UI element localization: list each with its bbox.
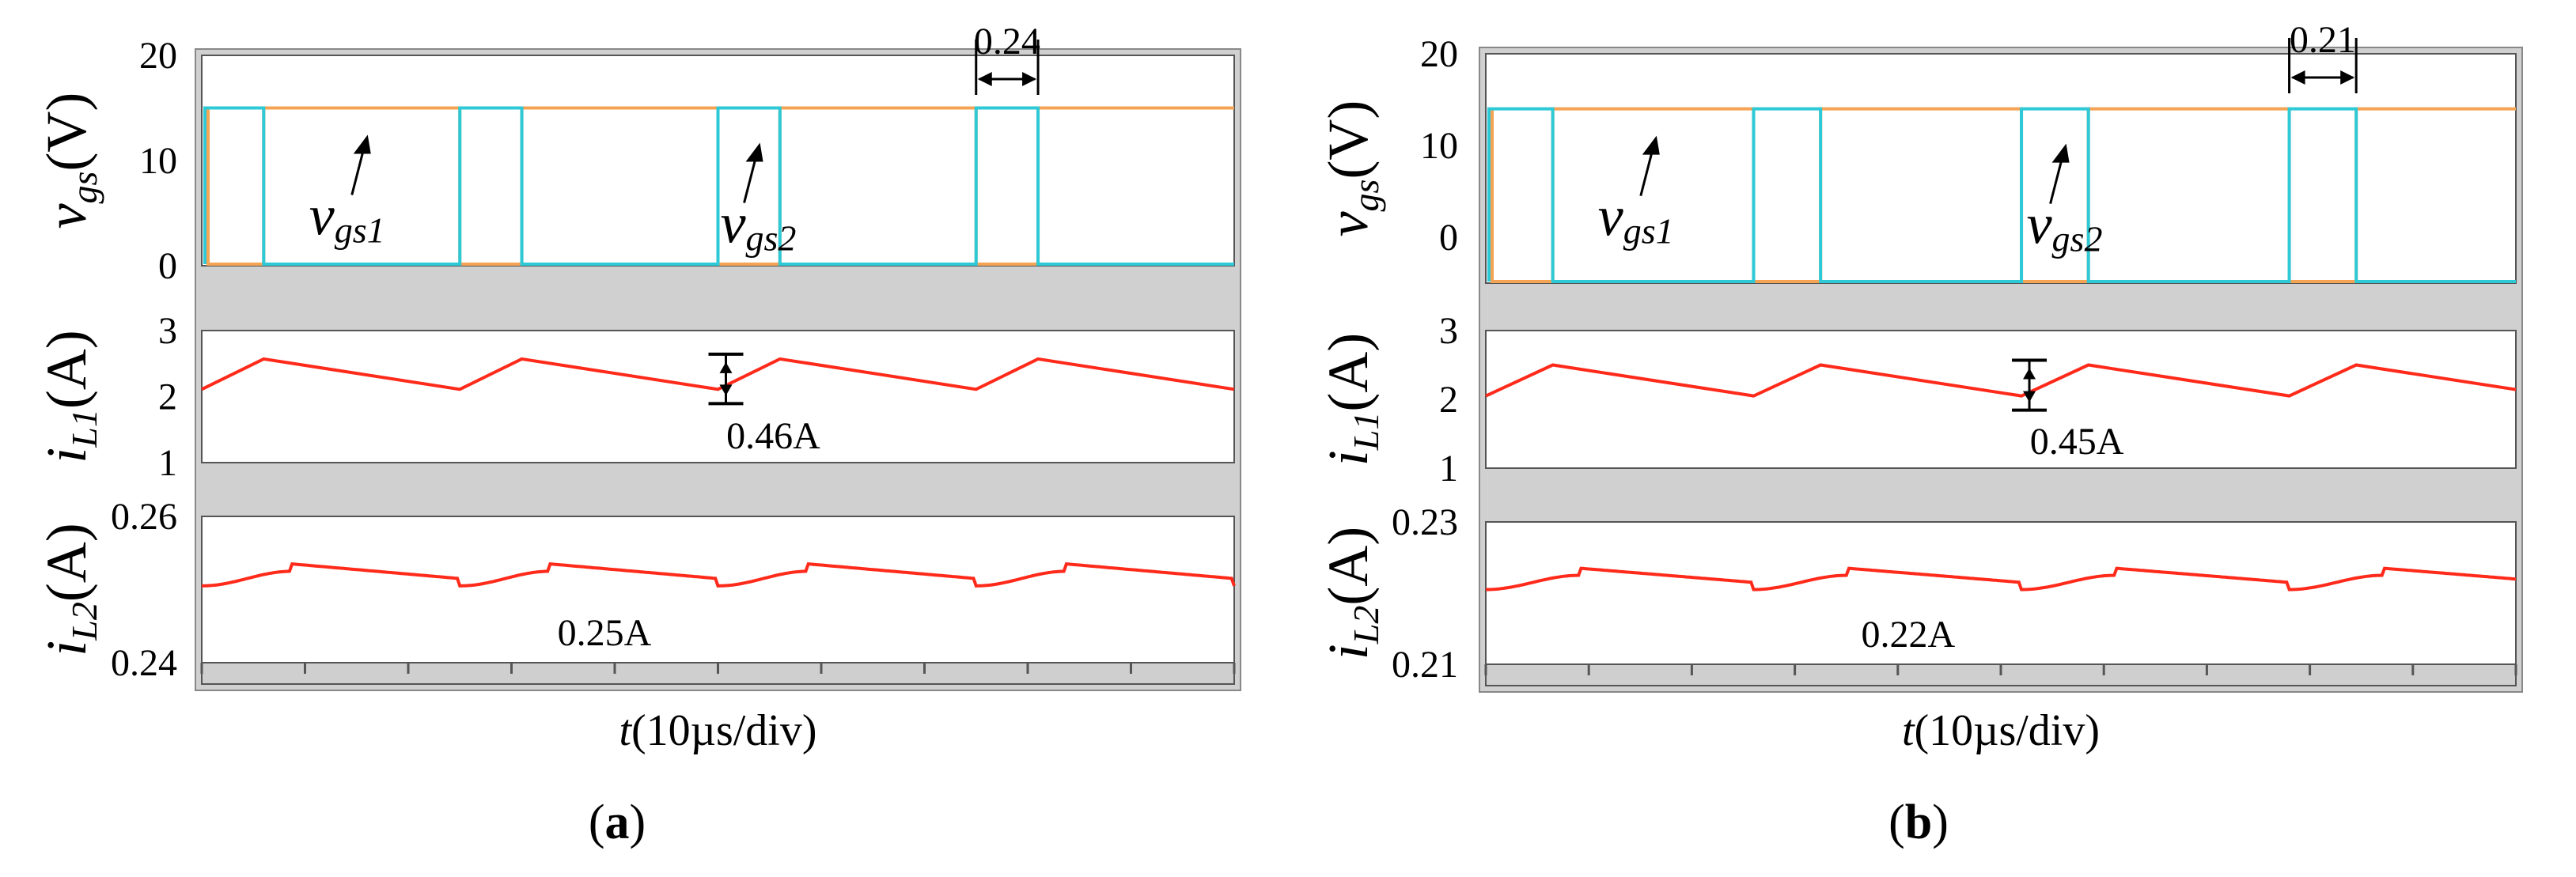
vgs2-arrowhead [2051,143,2070,163]
ripple-value: 0.45A [2030,421,2124,463]
series-line-vgs1 [206,106,1234,266]
plot-area-iL1 [1485,330,2517,469]
y-tick-label: 10 [139,140,177,182]
plot-area-vgs [1485,53,2517,284]
mean-value: 0.22A [1861,614,1955,656]
y-tick-label: 2 [1439,379,1458,421]
x-axis-label: t(10µs/div) [1902,706,2100,755]
y-axis-label-iL1: iL1(A) [1316,333,1386,467]
y-tick-label: 1 [1439,448,1458,490]
series-line-vgs1 [1491,107,2516,283]
vgs2-label: vgs2 [721,192,797,259]
deadtime-arrowhead-right [2340,70,2355,85]
y-axis-label-iL2: iL2(A) [1316,527,1386,660]
series-line-iL2 [201,561,1236,588]
vgs1-arrowhead [1642,135,1660,155]
deadtime-arrowhead-left [977,72,992,86]
vgs2-arrowhead [745,142,763,162]
deadtime-arrowhead-right [1022,72,1037,86]
y-tick-label: 0.21 [1392,644,1458,686]
panel-label: (b) [1888,796,1949,849]
y-axis-label-vgs: vgs(V) [35,93,104,229]
x-axis-label: t(10µs/div) [619,706,816,755]
ripple-arrowhead-up [2023,368,2036,380]
y-tick-label: 20 [139,35,177,77]
vgs1-label: vgs1 [1598,185,1674,251]
vgs2-label: vgs2 [2027,193,2103,259]
ripple-arrowhead-down [2023,391,2036,403]
ripple-value: 0.46A [726,415,820,457]
vgs1-arrowhead [353,134,371,154]
panel-a: 20 10 0 vgs(V) vgs1 vgs2 0.24 3 2 1 iL1(A) 0.46A 0.2… [35,21,1241,849]
panel-label: (a) [589,796,646,849]
y-tick-label: 1 [158,442,177,484]
y-tick-label: 0 [1439,217,1458,259]
y-axis-label-iL1: iL1(A) [35,330,104,463]
series-line-iL2 [1486,566,2517,592]
series-line-vgs2 [203,106,1234,266]
plot-area-iL2 [1485,521,2517,665]
y-tick-label: 10 [1420,125,1458,167]
y-tick-label: 3 [1439,310,1458,352]
ripple-arrowhead-up [719,361,733,373]
y-axis-label-iL2: iL2(A) [35,523,104,656]
y-tick-label: 3 [158,310,177,352]
y-axis-label-vgs: vgs(V) [1316,100,1386,237]
y-tick-label: 2 [158,376,177,418]
series-line-vgs2 [1487,107,2516,283]
y-tick-label: 20 [1420,33,1458,75]
deadtime-value: 0.21 [2290,19,2356,61]
ripple-arrowhead-down [719,384,733,396]
deadtime-value: 0.24 [974,21,1040,62]
deadtime-arrowhead-left [2290,70,2305,85]
plot-area-iL2 [201,516,1235,663]
mean-value: 0.25A [558,612,652,654]
y-tick-label: 0.26 [111,496,177,538]
y-tick-label: 0 [158,245,177,287]
series-line-iL1 [201,357,1235,391]
panel-b: 20 10 0 vgs(V) vgs1 vgs2 0.21 3 2 1 iL1(A) 0.45A 0.2… [1316,19,2523,849]
y-tick-label: 0.23 [1392,501,1458,543]
y-tick-label: 0.24 [111,642,177,684]
series-line-iL1 [1485,363,2517,398]
plot-area-iL1 [201,330,1235,463]
vgs1-label: vgs1 [309,184,385,251]
